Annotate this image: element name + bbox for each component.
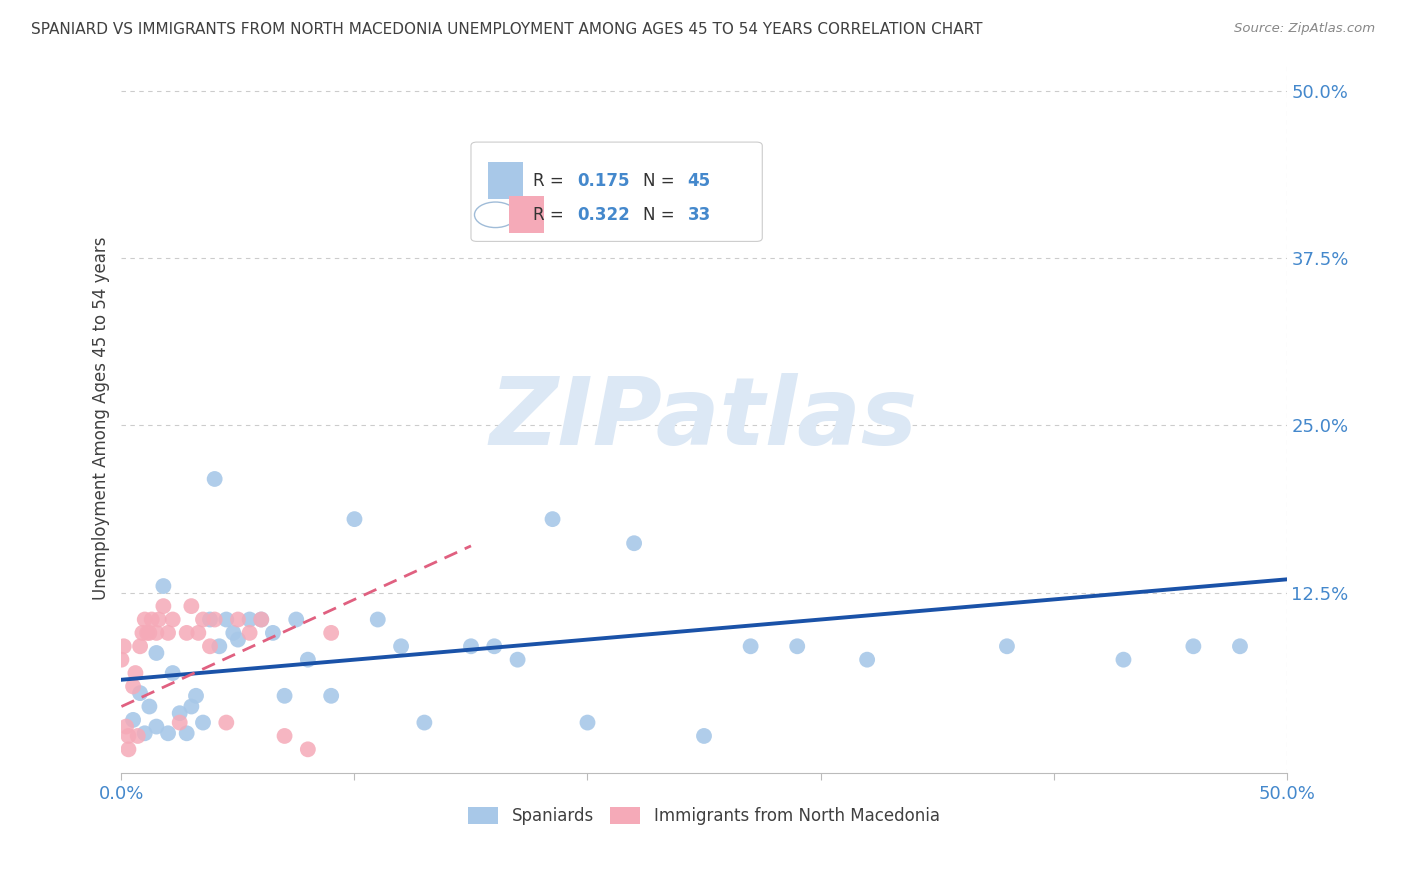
FancyBboxPatch shape — [471, 142, 762, 242]
Point — [136, 626, 159, 640]
Point — [145, 646, 167, 660]
Point — [321, 626, 343, 640]
Point — [273, 729, 295, 743]
Point — [176, 726, 198, 740]
Point — [541, 512, 564, 526]
Point — [623, 536, 645, 550]
Point — [226, 613, 249, 627]
Point — [115, 720, 138, 734]
Point — [208, 640, 231, 654]
Text: R =: R = — [533, 171, 569, 190]
Text: N =: N = — [644, 171, 681, 190]
Text: SPANIARD VS IMMIGRANTS FROM NORTH MACEDONIA UNEMPLOYMENT AMONG AGES 45 TO 54 YEA: SPANIARD VS IMMIGRANTS FROM NORTH MACEDO… — [31, 22, 983, 37]
Point — [321, 689, 343, 703]
Point — [250, 613, 273, 627]
Point — [204, 613, 226, 627]
Point — [169, 706, 191, 721]
Point — [222, 626, 245, 640]
Point — [297, 742, 319, 756]
Text: 0.322: 0.322 — [576, 206, 630, 224]
Point — [187, 626, 209, 640]
Point — [786, 640, 808, 654]
Point — [204, 472, 226, 486]
Point — [1182, 640, 1205, 654]
Point — [693, 729, 716, 743]
Point — [1229, 640, 1251, 654]
Point — [145, 720, 167, 734]
Point — [413, 715, 436, 730]
Text: ZIPatlas: ZIPatlas — [489, 373, 918, 465]
Point — [198, 640, 221, 654]
Text: 33: 33 — [688, 206, 711, 224]
Point — [110, 653, 132, 667]
Point — [127, 729, 149, 743]
Point — [215, 613, 238, 627]
Point — [180, 699, 202, 714]
Point — [162, 666, 184, 681]
Point — [297, 653, 319, 667]
Point — [157, 726, 180, 740]
Point — [215, 715, 238, 730]
Point — [262, 626, 284, 640]
Point — [184, 689, 207, 703]
Point — [129, 640, 152, 654]
Point — [239, 613, 262, 627]
Y-axis label: Unemployment Among Ages 45 to 54 years: Unemployment Among Ages 45 to 54 years — [93, 237, 110, 600]
Point — [176, 626, 198, 640]
Point — [856, 653, 879, 667]
Point — [180, 599, 202, 614]
Text: 0.175: 0.175 — [576, 171, 630, 190]
Point — [995, 640, 1018, 654]
Point — [129, 686, 152, 700]
Point — [506, 653, 529, 667]
FancyBboxPatch shape — [488, 162, 523, 199]
Point — [112, 640, 135, 654]
Legend: Spaniards, Immigrants from North Macedonia: Spaniards, Immigrants from North Macedon… — [468, 807, 939, 825]
Point — [389, 640, 412, 654]
Point — [138, 626, 160, 640]
Text: R =: R = — [533, 206, 569, 224]
Point — [484, 640, 506, 654]
Point — [117, 729, 139, 743]
Point — [122, 713, 145, 727]
Point — [169, 715, 191, 730]
Point — [576, 715, 599, 730]
Point — [343, 512, 366, 526]
Point — [117, 742, 139, 756]
Point — [148, 613, 170, 627]
Text: N =: N = — [644, 206, 681, 224]
Point — [145, 626, 167, 640]
Text: Source: ZipAtlas.com: Source: ZipAtlas.com — [1234, 22, 1375, 36]
Point — [191, 613, 214, 627]
Point — [157, 626, 180, 640]
Point — [1112, 653, 1135, 667]
Point — [226, 632, 249, 647]
Point — [460, 640, 482, 654]
Point — [740, 640, 762, 654]
Point — [138, 699, 160, 714]
Point — [285, 613, 308, 627]
Point — [141, 613, 163, 627]
Point — [367, 613, 389, 627]
Point — [239, 626, 262, 640]
FancyBboxPatch shape — [509, 196, 544, 233]
Point — [134, 726, 156, 740]
Point — [152, 599, 174, 614]
Point — [124, 666, 146, 681]
Point — [198, 613, 221, 627]
Text: 45: 45 — [688, 171, 711, 190]
Point — [134, 613, 156, 627]
Point — [152, 579, 174, 593]
Point — [122, 680, 145, 694]
Point — [162, 613, 184, 627]
Point — [273, 689, 295, 703]
Point — [131, 626, 153, 640]
Point — [250, 613, 273, 627]
Point — [191, 715, 214, 730]
